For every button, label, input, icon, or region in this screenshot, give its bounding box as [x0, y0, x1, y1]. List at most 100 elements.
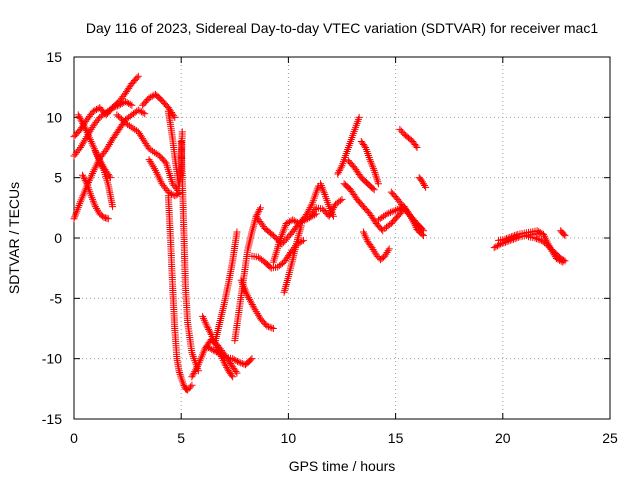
trace-point	[248, 301, 256, 309]
trace-point	[147, 159, 155, 167]
trace-point	[503, 235, 511, 243]
trace-point	[390, 207, 398, 215]
trace-point	[247, 356, 255, 364]
trace-point	[284, 219, 292, 227]
trace-point	[306, 204, 314, 212]
y-tick-label: -5	[50, 290, 63, 306]
trace-point	[188, 346, 196, 354]
trace-point	[97, 160, 105, 168]
data-point	[396, 125, 404, 133]
data-point	[507, 233, 515, 241]
trace-point	[149, 147, 157, 155]
trace-point	[179, 378, 187, 386]
trace-point	[361, 177, 369, 185]
trace-point	[118, 99, 126, 107]
trace-point	[172, 191, 180, 199]
trace-point	[397, 127, 405, 135]
trace-point	[147, 146, 155, 154]
trace-point	[495, 241, 503, 249]
trace-point	[247, 230, 255, 238]
trace-point	[131, 125, 139, 133]
trace-point	[88, 169, 96, 177]
trace-point	[91, 106, 99, 114]
trace-point	[320, 189, 328, 197]
trace-point	[200, 347, 208, 355]
trace-point	[373, 174, 381, 182]
data-point	[490, 244, 498, 252]
trace-point	[506, 233, 514, 241]
data-point	[235, 358, 243, 366]
trace-point	[168, 190, 176, 198]
data-point	[385, 245, 393, 253]
trace-point	[268, 324, 276, 332]
trace-point	[369, 185, 377, 193]
trace-point	[370, 247, 378, 255]
y-tick-label: 0	[54, 230, 62, 246]
trace-point	[299, 215, 307, 223]
trace-point	[384, 222, 392, 230]
trace-point	[91, 201, 99, 209]
trace-point	[384, 247, 392, 255]
trace-point	[288, 258, 296, 266]
trace-point	[336, 197, 344, 205]
trace-point	[318, 183, 326, 191]
trace-point	[86, 136, 94, 144]
trace-point	[104, 179, 112, 187]
trace-point	[113, 129, 121, 137]
data-point	[299, 236, 307, 244]
data-point	[257, 204, 265, 212]
trace-point	[365, 154, 373, 162]
trace-point	[319, 187, 327, 195]
trace-point	[266, 323, 274, 331]
trace-point	[222, 362, 230, 370]
trace-point	[206, 329, 214, 337]
trace-point	[88, 139, 96, 147]
trace-point	[317, 182, 325, 190]
trace-point	[417, 224, 425, 232]
trace-point	[103, 214, 111, 222]
trace-point	[220, 302, 228, 310]
trace-point	[536, 229, 544, 237]
trace-point	[297, 224, 305, 232]
trace-point	[529, 234, 537, 242]
y-axis-label: SDTVAR / TECUs	[6, 182, 22, 294]
y-tick-label: 10	[46, 109, 62, 125]
data-point	[392, 206, 400, 214]
trace-point	[176, 369, 184, 377]
trace-point	[251, 306, 259, 314]
trace-point	[148, 92, 156, 100]
data-point	[145, 156, 153, 164]
trace-point	[104, 142, 112, 150]
data-point	[561, 232, 569, 240]
data-point	[175, 189, 183, 197]
x-axis-label: GPS time / hours	[289, 458, 396, 474]
trace-point	[223, 363, 231, 371]
trace-point	[357, 200, 365, 208]
trace-point	[367, 159, 375, 167]
trace-point	[337, 163, 345, 171]
data-point	[374, 180, 382, 188]
trace-point	[150, 165, 158, 173]
trace-point	[275, 238, 283, 246]
trace-point	[133, 74, 141, 82]
trace-point	[139, 109, 147, 117]
trace-point	[398, 200, 406, 208]
trace-point	[344, 183, 352, 191]
trace-point	[105, 106, 113, 114]
trace-point	[125, 122, 133, 130]
data-point	[121, 98, 129, 106]
trace-point	[377, 225, 385, 233]
trace-point	[138, 108, 146, 116]
trace-point	[533, 235, 541, 243]
y-tick-label: -15	[42, 411, 62, 427]
trace-point	[224, 282, 232, 290]
trace-point	[93, 151, 101, 159]
trace-point	[219, 356, 227, 364]
trace-point	[346, 139, 354, 147]
x-tick-label: 15	[388, 430, 404, 446]
trace-point	[103, 144, 111, 152]
trace-point	[186, 383, 194, 391]
trace-point	[212, 342, 220, 350]
trace-point	[314, 184, 322, 192]
